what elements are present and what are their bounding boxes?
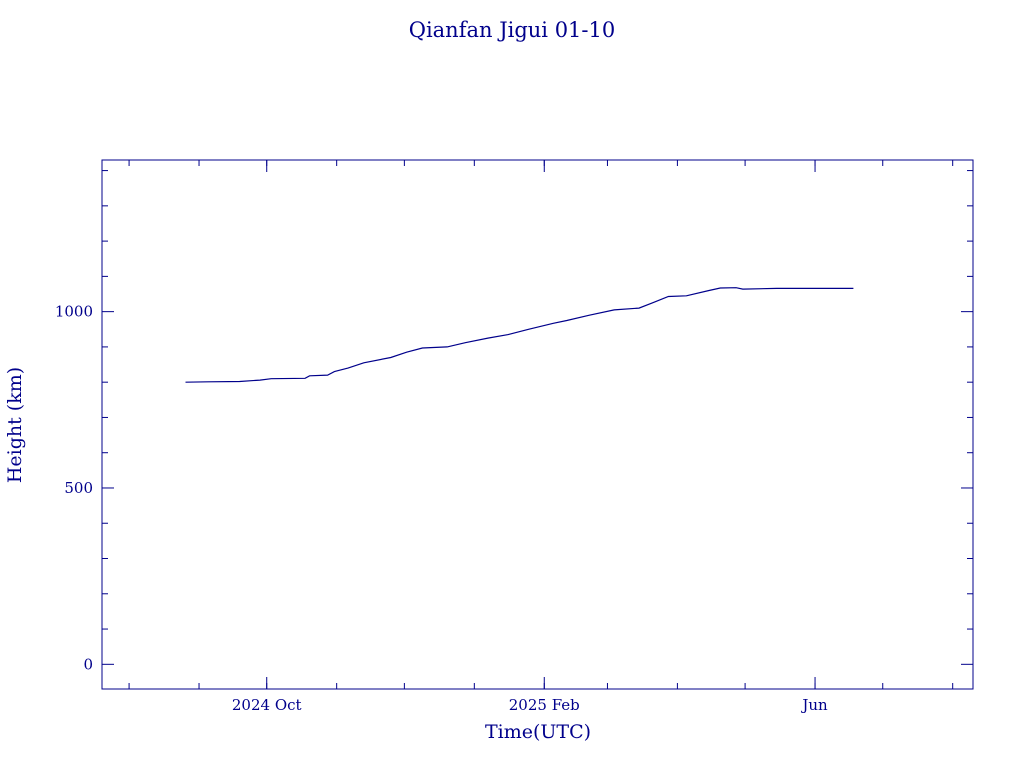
y-tick-label: 0	[83, 655, 93, 673]
y-axis-label: Height (km)	[4, 367, 26, 483]
x-tick-label: Jun	[800, 696, 828, 714]
y-tick-label: 1000	[55, 303, 93, 321]
x-tick-label: 2024 Oct	[232, 696, 302, 714]
axis-tick-labels: 0 500 1000 2024 Oct 2025 Feb Jun	[55, 303, 828, 714]
series-group	[185, 287, 854, 383]
chart-title: Qianfan Jigui 01-10	[409, 18, 616, 42]
x-axis-label: Time(UTC)	[485, 721, 591, 743]
y-tick-label: 500	[64, 479, 93, 497]
plot-frame	[101, 159, 974, 690]
axis-ticks	[102, 160, 973, 689]
x-tick-label: 2025 Feb	[509, 696, 580, 714]
series-line	[185, 287, 854, 383]
